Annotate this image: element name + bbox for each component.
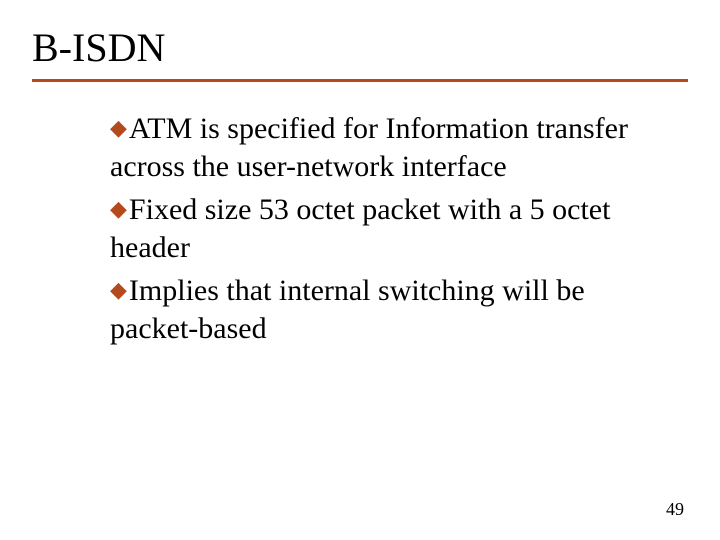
page-number: 49 (666, 499, 684, 520)
bullet-text: Fixed size 53 octet packet with a 5 octe… (110, 193, 610, 264)
bullet-item: ◆Fixed size 53 octet packet with a 5 oct… (110, 191, 658, 268)
diamond-bullet-icon: ◆ (110, 277, 127, 302)
slide-title: B-ISDN (32, 24, 688, 77)
bullet-item: ◆Implies that internal switching will be… (110, 272, 658, 349)
bullet-text: ATM is specified for Information transfe… (110, 112, 628, 183)
diamond-bullet-icon: ◆ (110, 115, 127, 140)
bullet-item: ◆ATM is specified for Information transf… (110, 110, 658, 187)
slide-container: B-ISDN ◆ATM is specified for Information… (0, 0, 720, 540)
bullet-text: Implies that internal switching will be … (110, 274, 585, 345)
slide-body: ◆ATM is specified for Information transf… (32, 110, 688, 348)
diamond-bullet-icon: ◆ (110, 196, 127, 221)
title-underline (32, 79, 688, 82)
